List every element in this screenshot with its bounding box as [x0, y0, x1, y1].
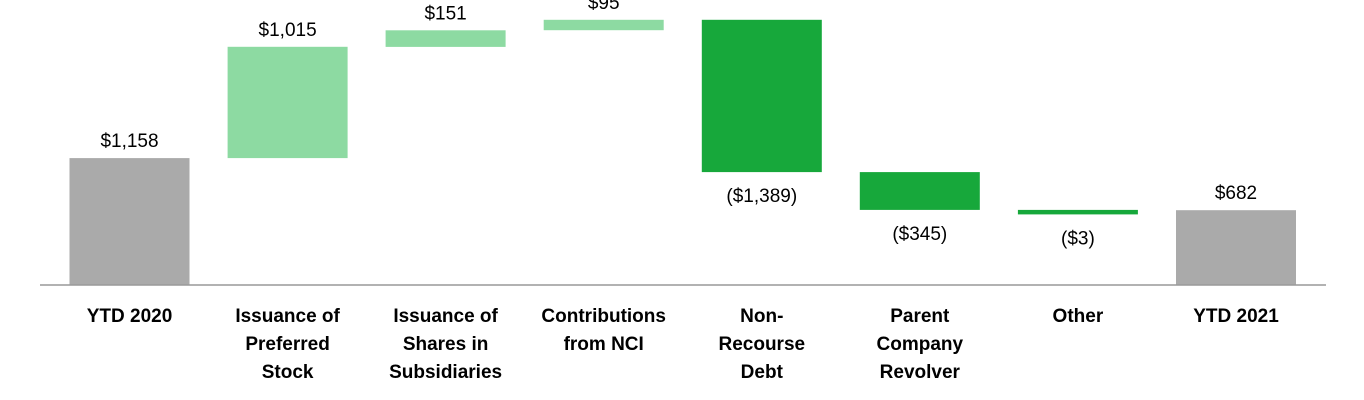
category-label-line: Contributions	[541, 306, 666, 327]
category-label-2: Issuance of Preferred Stock	[235, 306, 340, 383]
bar-4	[543, 19, 664, 31]
bar-8	[1176, 210, 1296, 285]
category-label-line: Issuance of	[393, 306, 498, 327]
category-label-line: YTD 2021	[1193, 306, 1279, 327]
category-label-7: Other	[1053, 306, 1104, 327]
value-labels-group: $1,158 $1,015 $151 $95 ($1,389) ($345) ($3) $68…	[100, 0, 1257, 249]
value-label-3: $151	[424, 3, 466, 24]
bar-7	[1017, 209, 1138, 215]
bar-3	[385, 30, 506, 47]
value-label-6: ($345)	[892, 224, 947, 245]
category-label-line: Preferred	[245, 334, 330, 355]
category-label-3: Issuance of Shares in Subsidiaries	[389, 306, 502, 383]
category-label-line: Parent	[890, 306, 950, 327]
value-label-1: $1,158	[100, 131, 158, 152]
category-label-line: from NCI	[564, 334, 644, 355]
category-label-line: Revolver	[880, 362, 961, 383]
category-label-6: Parent Company Revolver	[877, 306, 964, 383]
value-label-5: ($1,389)	[726, 186, 797, 207]
value-label-4: $95	[588, 0, 620, 14]
bars-group	[69, 19, 1296, 285]
category-label-line: Other	[1053, 306, 1104, 327]
value-label-8: $682	[1215, 183, 1257, 204]
category-label-line: YTD 2020	[87, 306, 173, 327]
bar-1	[69, 158, 190, 285]
value-label-7: ($3)	[1061, 228, 1095, 249]
category-label-line: Shares in	[403, 334, 489, 355]
bar-6	[859, 172, 980, 210]
category-label-line: Recourse	[718, 334, 805, 355]
category-label-4: Contributions from NCI	[541, 306, 666, 355]
category-label-line: Subsidiaries	[389, 362, 502, 383]
category-labels-group: YTD 2020 Issuance of Preferred StockIssuanc…	[87, 306, 1279, 383]
category-label-line: Debt	[741, 362, 784, 383]
bar-5	[701, 19, 822, 173]
category-label-line: Issuance of	[235, 306, 340, 327]
category-label-8: YTD 2021	[1193, 306, 1279, 327]
bar-2	[227, 46, 348, 159]
category-label-line: Stock	[262, 362, 314, 383]
category-label-1: YTD 2020	[87, 306, 173, 327]
category-label-5: Non- Recourse Debt	[718, 306, 805, 383]
category-label-line: Non-	[740, 306, 783, 327]
value-label-2: $1,015	[259, 20, 317, 41]
category-label-line: Company	[877, 334, 964, 355]
